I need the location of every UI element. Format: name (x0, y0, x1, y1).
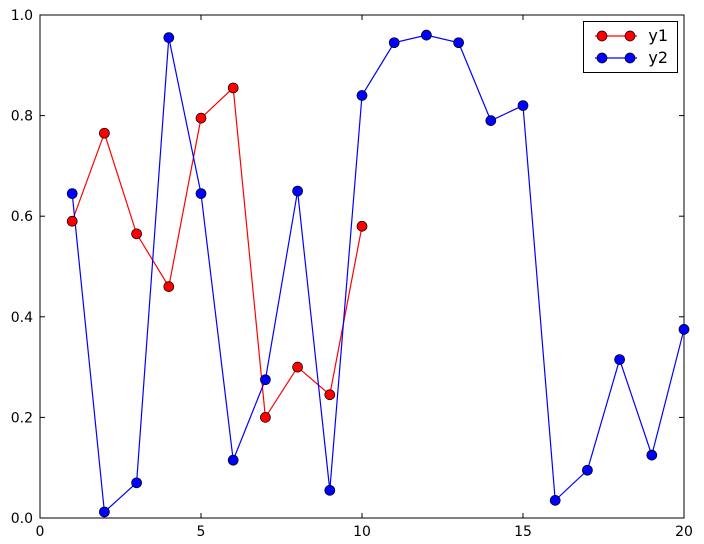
data-point-marker-y1 (99, 127, 110, 139)
x-axis-tick-label: 5 (197, 524, 206, 540)
data-point-marker-y2 (421, 29, 432, 41)
x-axis-tick-label: 20 (675, 524, 693, 540)
data-point-marker-y2 (678, 324, 690, 335)
legend-entry-y1: y1 (593, 28, 668, 44)
data-point-marker-y2 (646, 449, 658, 461)
data-point-marker-y2 (163, 32, 175, 43)
data-point-marker-y1 (356, 220, 368, 232)
data-point-marker-y2 (549, 495, 561, 506)
x-axis-tick-label: 15 (514, 524, 532, 540)
legend-label-y1: y1 (648, 26, 668, 45)
data-point-marker-y2 (582, 464, 593, 476)
data-point-marker-y2 (453, 37, 464, 49)
data-point-marker-y2 (292, 185, 303, 197)
data-point-marker-y2 (195, 188, 207, 199)
legend-sample-marker-icon (596, 30, 608, 42)
data-point-marker-y2 (356, 90, 368, 101)
data-point-marker-y2 (99, 506, 110, 518)
x-axis-tick-label: 10 (353, 524, 371, 540)
data-point-marker-y1 (131, 228, 142, 240)
x-axis-tick-label: 0 (36, 524, 45, 540)
data-point-marker-y1 (163, 281, 175, 292)
y-axis-tick-label: 1.0 (11, 8, 33, 24)
legend-entry-y2: y2 (593, 50, 668, 66)
data-point-marker-y1 (227, 82, 239, 94)
data-point-marker-y2 (260, 374, 271, 386)
legend-sample-marker-icon (596, 52, 608, 64)
data-point-marker-y1 (292, 361, 303, 373)
y-axis-tick-label: 0.4 (11, 310, 33, 326)
legend-label-y2: y2 (648, 48, 668, 67)
y-axis-tick-label: 0.2 (11, 410, 33, 426)
legend-sample-marker-icon (624, 30, 636, 42)
data-point-marker-y1 (66, 215, 78, 227)
data-point-marker-y2 (517, 100, 529, 111)
data-point-marker-y2 (227, 454, 239, 466)
legend-line-sample-y1 (595, 30, 638, 42)
data-point-marker-y2 (131, 477, 142, 489)
y-axis-tick-label: 0.6 (11, 209, 33, 225)
data-point-marker-y1 (195, 112, 207, 124)
data-point-marker-y2 (324, 484, 336, 496)
y-axis-tick-label: 0.8 (11, 109, 33, 125)
series-line-y2 (71, 34, 685, 514)
series-line-y1 (71, 86, 363, 420)
data-point-marker-y1 (260, 412, 271, 423)
data-point-marker-y2 (614, 354, 625, 365)
data-point-marker-y2 (485, 115, 497, 126)
data-point-marker-y2 (388, 37, 400, 49)
y-axis-tick-label: 0.0 (11, 511, 33, 527)
legend-line-sample-y2 (595, 52, 638, 64)
legend: y1 y2 (583, 21, 678, 73)
legend-sample-marker-icon (624, 52, 636, 64)
data-point-marker-y2 (66, 188, 78, 199)
data-point-marker-y1 (324, 389, 336, 401)
